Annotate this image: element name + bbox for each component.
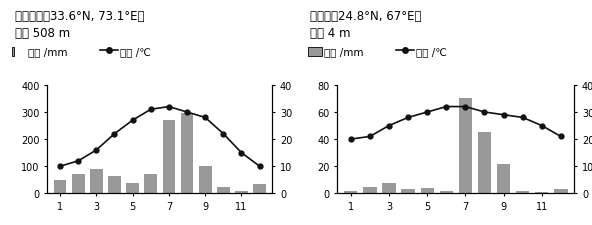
Text: 海拔 508 m: 海拔 508 m: [15, 27, 70, 40]
Bar: [363, 187, 377, 194]
Bar: [401, 189, 415, 194]
Bar: [126, 183, 139, 194]
Text: 降水 /mm: 降水 /mm: [28, 47, 67, 57]
Bar: [382, 183, 395, 194]
Bar: [440, 191, 453, 193]
Bar: [516, 191, 529, 193]
Bar: [54, 180, 66, 194]
Text: 海拔 4 m: 海拔 4 m: [310, 27, 350, 40]
Text: 卡拉奇（24.8°N, 67°E）: 卡拉奇（24.8°N, 67°E）: [310, 10, 422, 23]
Text: 气温 /℃: 气温 /℃: [120, 47, 151, 57]
Bar: [108, 176, 121, 194]
Bar: [459, 99, 472, 194]
Bar: [72, 175, 85, 194]
Bar: [535, 192, 548, 194]
Bar: [199, 166, 211, 194]
Bar: [235, 191, 248, 193]
Bar: [163, 121, 175, 194]
Bar: [90, 169, 102, 194]
Text: 降水 /mm: 降水 /mm: [324, 47, 363, 57]
Bar: [497, 164, 510, 194]
Bar: [144, 175, 157, 194]
Bar: [420, 188, 434, 194]
Text: 气温 /℃: 气温 /℃: [416, 47, 447, 57]
Bar: [217, 187, 230, 194]
Text: 伊斯兰堡（33.6°N, 73.1°E）: 伊斯兰堡（33.6°N, 73.1°E）: [15, 10, 144, 23]
Bar: [253, 184, 266, 194]
Bar: [344, 191, 358, 193]
Bar: [554, 189, 568, 194]
Bar: [478, 133, 491, 194]
Bar: [181, 114, 194, 194]
